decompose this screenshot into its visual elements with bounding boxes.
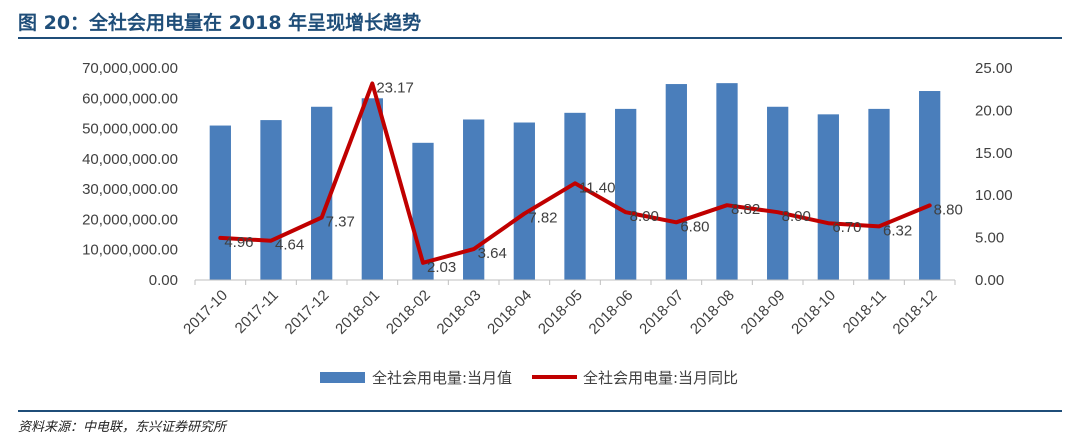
x-tick-label: 2018-05 <box>535 287 586 338</box>
right-tick-label: 5.00 <box>975 230 1004 247</box>
x-tick-label: 2017-12 <box>282 287 333 338</box>
data-label: 8.00 <box>782 208 811 225</box>
legend-line-label: 全社会用电量:当月同比 <box>583 369 738 387</box>
bar <box>716 83 738 281</box>
data-label: 11.40 <box>579 179 615 196</box>
legend-bar-label: 全社会用电量:当月值 <box>372 369 512 387</box>
bar <box>919 91 941 280</box>
data-label: 7.37 <box>326 214 355 231</box>
source-rule <box>18 410 1062 412</box>
x-tick-label: 2018-04 <box>484 287 535 338</box>
right-tick-label: 0.00 <box>975 272 1004 289</box>
data-label: 8.82 <box>731 201 760 218</box>
left-tick-label: 70,000,000.00 <box>82 60 178 77</box>
yoy-line <box>218 81 932 265</box>
x-tick-label: 2018-07 <box>636 287 687 338</box>
bar <box>513 122 535 280</box>
bar <box>767 106 789 280</box>
x-tick-label: 2018-09 <box>738 287 789 338</box>
title-rule <box>18 37 1062 39</box>
right-tick-label: 10.00 <box>975 187 1013 204</box>
bar <box>260 120 282 280</box>
x-tick-label: 2018-06 <box>586 287 637 338</box>
left-tick-label: 30,000,000.00 <box>82 181 178 198</box>
bar <box>817 114 839 280</box>
x-tick-label: 2018-03 <box>434 287 485 338</box>
data-label: 7.82 <box>528 210 557 227</box>
bar <box>209 125 231 281</box>
data-label: 4.96 <box>224 234 253 251</box>
right-tick-label: 25.00 <box>975 60 1013 77</box>
left-tick-label: 40,000,000.00 <box>82 151 178 168</box>
x-axis: 2017-10 2017-11 2017-12 2018-01 2018-02 2018-… <box>180 279 956 338</box>
data-label: 23.17 <box>376 80 414 97</box>
bar <box>361 98 383 281</box>
data-label: 6.32 <box>883 222 912 239</box>
legend-bar-swatch <box>320 372 365 383</box>
figure-title: 图 20：全社会用电量在 2018 年呈现增长趋势 <box>18 12 422 34</box>
x-tick-label: 2018-12 <box>890 287 941 338</box>
left-tick-label: 50,000,000.00 <box>82 121 178 138</box>
data-label: 2.03 <box>427 259 456 276</box>
x-tick-label: 2018-01 <box>332 287 383 338</box>
bar <box>665 84 687 281</box>
x-tick-label: 2018-02 <box>383 287 434 338</box>
bar <box>615 108 637 280</box>
x-tick-label: 2018-10 <box>788 287 839 338</box>
right-tick-label: 15.00 <box>975 145 1013 162</box>
bar <box>868 108 890 280</box>
x-tick-label: 2018-08 <box>687 287 738 338</box>
source-note: 资料来源：中电联，东兴证券研究所 <box>18 420 227 435</box>
data-label: 6.70 <box>832 219 861 236</box>
left-tick-label: 10,000,000.00 <box>82 242 178 259</box>
left-tick-label: 0.00 <box>149 272 178 289</box>
combo-chart: 0.00 10,000,000.00 20,000,000.00 30,000,000… <box>82 60 1013 387</box>
data-label: 8.80 <box>934 201 963 218</box>
right-axis: 0.00 5.00 10.00 15.00 20.00 25.00 <box>975 60 1013 289</box>
bar <box>311 106 333 280</box>
x-tick-label: 2017-10 <box>180 287 231 338</box>
left-tick-label: 20,000,000.00 <box>82 211 178 228</box>
bar <box>564 112 586 280</box>
x-tick-label: 2018-11 <box>840 287 890 337</box>
left-axis: 0.00 10,000,000.00 20,000,000.00 30,000,000… <box>82 60 178 289</box>
data-labels: 4.96 4.64 7.37 23.17 2.03 3.64 7.82 11.40 8.00 6.… <box>224 80 963 276</box>
line-series <box>218 81 932 265</box>
data-label: 3.64 <box>478 245 507 262</box>
x-tick-label: 2017-11 <box>232 287 282 337</box>
data-label: 4.64 <box>275 237 304 254</box>
right-tick-label: 20.00 <box>975 102 1013 119</box>
bar <box>463 119 485 280</box>
data-label: 8.00 <box>630 208 659 225</box>
legend: 全社会用电量:当月值 全社会用电量:当月同比 <box>320 369 738 387</box>
data-label: 6.80 <box>680 218 709 235</box>
left-tick-label: 60,000,000.00 <box>82 90 178 107</box>
